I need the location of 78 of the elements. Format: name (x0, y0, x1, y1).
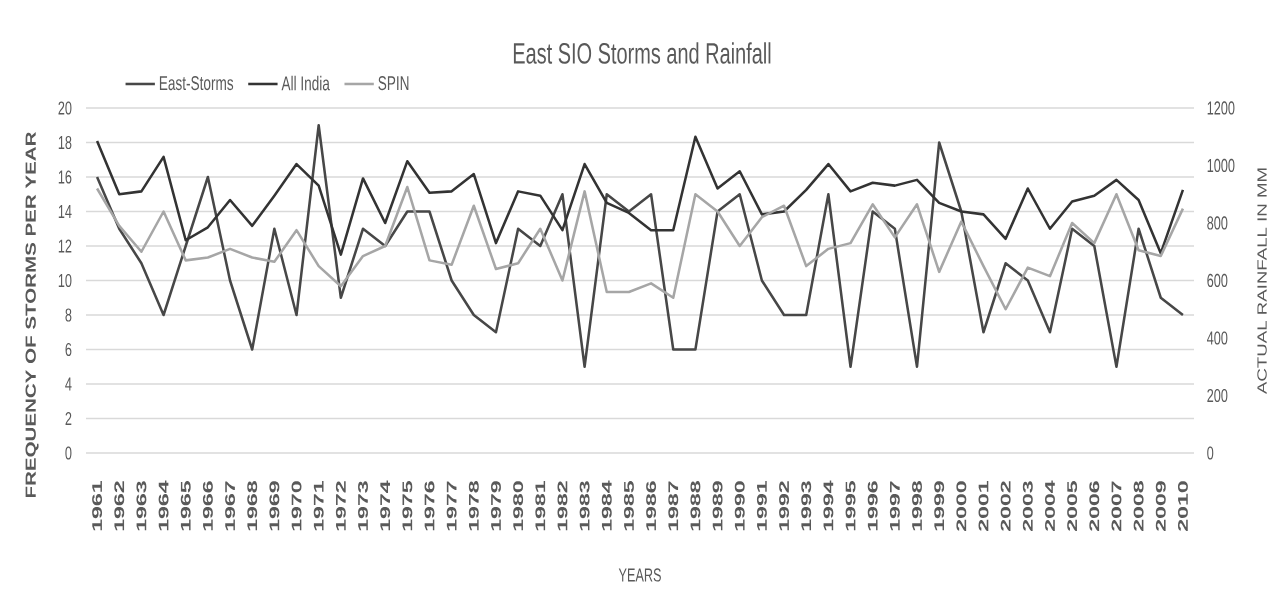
x-tick-label: 1978 (468, 481, 479, 531)
x-tick-label: 1976 (424, 481, 435, 531)
x-tick-label: 1997 (889, 481, 900, 531)
y2-tick-label: 1000 (1207, 158, 1235, 173)
x-tick-label: 1968 (247, 481, 258, 531)
x-tick-label: 2000 (956, 481, 967, 531)
x-tick-label: 1971 (313, 481, 324, 531)
x-tick-label: 1990 (734, 481, 745, 531)
x-tick-label: 1988 (690, 481, 701, 531)
x-tick-label: 1996 (867, 481, 878, 531)
x-tick-label: 1975 (402, 481, 413, 531)
x-tick-label: 1981 (535, 481, 546, 531)
x-tick-label: 1977 (446, 481, 457, 531)
legend-label: SPIN (378, 76, 409, 91)
y2-tick-label: 800 (1207, 216, 1228, 230)
y2-tick-label: 600 (1207, 273, 1228, 288)
x-tick-label: 1964 (158, 480, 169, 531)
x-tick-label: 1985 (623, 481, 634, 531)
y-tick-label: 10 (58, 273, 72, 288)
y-tick-label: 4 (65, 377, 72, 391)
y2-tick-label: 1200 (1207, 101, 1235, 115)
y2-tick-label: 200 (1207, 388, 1228, 403)
x-tick-label: 1972 (335, 481, 346, 531)
y-tick-label: 12 (58, 239, 72, 253)
x-tick-label: 1995 (845, 481, 856, 531)
x-tick-label: 2002 (1000, 481, 1011, 531)
y-tick-label: 2 (65, 411, 72, 426)
line-series (95, 185, 1185, 311)
y-axis-title: FREQUENCY OF STORMS PER YEAR (25, 131, 39, 498)
y-tick-label: 0 (65, 446, 72, 460)
x-tick-label: 1970 (291, 481, 302, 531)
legend-label: All India (281, 75, 330, 91)
x-tick-label: 2003 (1022, 481, 1033, 531)
x-tick-label: 1962 (114, 481, 125, 531)
legend-label: East-Storms (159, 76, 234, 91)
x-tick-label: 1992 (779, 481, 790, 531)
x-tick-label: 2005 (1067, 481, 1078, 531)
line-series (95, 135, 1185, 256)
x-tick-label: 2004 (1045, 480, 1055, 531)
x-tick-label: 1974 (380, 480, 391, 531)
x-tick-label: 2010 (1177, 481, 1188, 531)
x-tick-label: 1982 (557, 481, 568, 531)
x-tick-label: 1961 (92, 481, 103, 531)
x-tick-label: 1984 (601, 480, 612, 531)
x-tick-label: 1991 (756, 481, 767, 531)
x-tick-label: 1983 (579, 481, 590, 531)
x-axis-title: YEARS (618, 568, 661, 582)
y-tick-label: 18 (58, 135, 72, 150)
y-tick-label: 14 (58, 205, 72, 218)
x-tick-label: 1963 (136, 481, 147, 531)
line-series (95, 123, 1185, 369)
x-tick-label: 2006 (1089, 481, 1100, 531)
x-tick-label: 2001 (978, 481, 989, 531)
x-tick-label: 1986 (646, 481, 657, 531)
x-tick-label: 2009 (1155, 481, 1166, 531)
y-tick-label: 20 (58, 101, 72, 115)
x-tick-label: 1989 (712, 481, 723, 531)
x-tick-label: 1969 (269, 481, 280, 531)
y-tick-label: 16 (58, 170, 72, 184)
x-tick-label: 1965 (180, 481, 191, 531)
chart-title: East SIO Storms and Rainfall (513, 42, 771, 64)
x-tick-label: 1998 (912, 481, 922, 531)
y2-tick-label: 0 (1207, 446, 1214, 460)
x-tick-label: 1973 (358, 481, 368, 531)
x-tick-label: 1999 (934, 481, 945, 531)
x-tick-label: 1966 (202, 481, 213, 531)
y2-axis-title: ACTUAL RAINFALL IN MM (1257, 168, 1267, 395)
x-tick-label: 1993 (801, 481, 812, 531)
x-tick-label: 2007 (1111, 481, 1122, 531)
x-tick-label: 1979 (491, 481, 501, 531)
x-tick-label: 1994 (823, 480, 834, 531)
x-tick-label: 2008 (1133, 481, 1144, 531)
x-tick-label: 1980 (513, 481, 524, 531)
y-tick-label: 6 (65, 342, 72, 357)
y2-tick-label: 400 (1207, 331, 1228, 345)
x-tick-label: 1967 (225, 481, 236, 531)
y-tick-label: 8 (65, 308, 72, 322)
x-tick-label: 1987 (668, 481, 679, 531)
